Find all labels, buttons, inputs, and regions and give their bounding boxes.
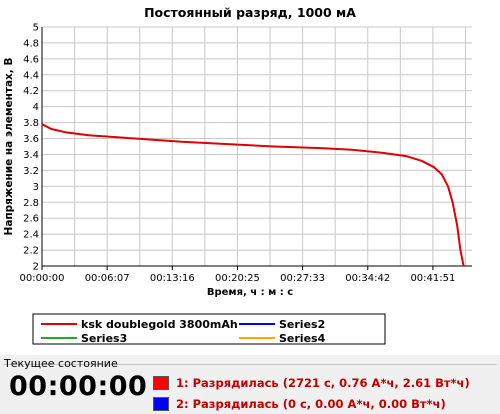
legend-label: Series2 bbox=[279, 318, 325, 331]
status-row-1: 1: Разрядилась (2721 с, 0.76 А*ч, 2.61 В… bbox=[153, 375, 470, 391]
x-tick-label: 00:34:42 bbox=[345, 273, 390, 284]
y-tick-label: 4.2 bbox=[23, 86, 39, 97]
legend-label: Series4 bbox=[279, 332, 326, 345]
chart-title: Постоянный разряд, 1000 мА bbox=[144, 5, 356, 20]
legend-label: Series3 bbox=[81, 332, 127, 345]
status-text: 1: Разрядилась (2721 с, 0.76 А*ч, 2.61 В… bbox=[176, 376, 470, 390]
y-tick-label: 4.6 bbox=[23, 54, 39, 65]
y-tick-label: 3.4 bbox=[23, 150, 39, 161]
x-tick-label: 00:00:00 bbox=[20, 273, 65, 284]
y-tick-label: 4 bbox=[33, 102, 39, 113]
y-tick-label: 3.6 bbox=[23, 134, 39, 145]
y-axis-label: Напряжение на элементах, В bbox=[3, 58, 15, 236]
y-tick-label: 2.6 bbox=[23, 214, 39, 225]
series-line bbox=[41, 123, 465, 267]
status-title: Текущее состояние bbox=[4, 357, 118, 370]
y-tick-label: 2.2 bbox=[23, 246, 39, 257]
status-text: 2: Разрядилась (0 с, 0.00 А*ч, 0.00 Вт*ч… bbox=[176, 397, 446, 411]
y-tick-label: 2 bbox=[33, 262, 39, 273]
elapsed-clock: 00:00:00 bbox=[9, 371, 148, 402]
status-panel: Текущее состояние 00:00:00 1: Разрядилас… bbox=[0, 355, 500, 414]
legend-box bbox=[32, 313, 386, 345]
x-tick-label: 00:20:25 bbox=[215, 273, 260, 284]
status-frame bbox=[3, 364, 497, 413]
y-tick-label: 3.2 bbox=[23, 166, 39, 177]
status-row-2: 2: Разрядилась (0 с, 0.00 А*ч, 0.00 Вт*ч… bbox=[153, 396, 446, 412]
y-tick-label: 5 bbox=[33, 23, 39, 34]
y-tick-label: 4.8 bbox=[23, 38, 39, 49]
x-tick-label: 00:13:16 bbox=[150, 273, 195, 284]
x-tick-label: 00:27:33 bbox=[280, 273, 325, 284]
x-tick-label: 00:06:07 bbox=[85, 273, 130, 284]
y-tick-label: 2.4 bbox=[23, 230, 39, 241]
y-tick-label: 3 bbox=[33, 182, 39, 193]
y-tick-label: 4.4 bbox=[23, 70, 39, 81]
status-color-swatch bbox=[153, 376, 169, 390]
legend-label: ksk doublegold 3800mAh bbox=[81, 318, 238, 331]
y-tick-label: 2.8 bbox=[23, 198, 39, 209]
status-color-swatch bbox=[153, 397, 169, 411]
y-tick-label: 3.8 bbox=[23, 118, 39, 129]
discharge-chart: Постоянный разряд, 1000 мА 2 2.2 2.4 2.6 2.8 3… bbox=[3, 5, 472, 345]
x-tick-label: 00:41:51 bbox=[410, 273, 455, 284]
x-axis-label: Время, ч : м : с bbox=[207, 287, 293, 298]
